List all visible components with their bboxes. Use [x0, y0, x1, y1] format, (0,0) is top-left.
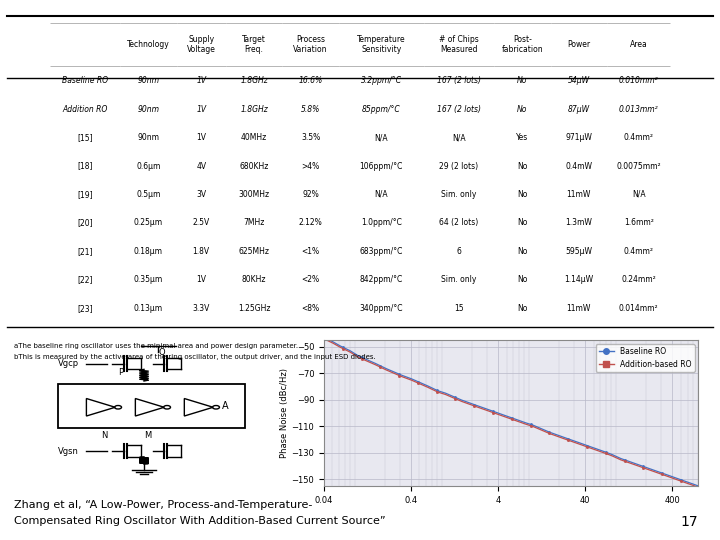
Text: Vgcp: Vgcp: [58, 359, 78, 368]
Text: aThe baseline ring oscillator uses the minimal area and power design parameter.: aThe baseline ring oscillator uses the m…: [14, 343, 299, 349]
Text: A: A: [222, 401, 228, 411]
Text: Vgsn: Vgsn: [58, 447, 78, 456]
Text: M: M: [144, 431, 151, 440]
Text: 17: 17: [681, 515, 698, 529]
Text: Q: Q: [158, 348, 165, 357]
Legend: Baseline RO, Addition-based RO: Baseline RO, Addition-based RO: [595, 344, 695, 372]
Text: P: P: [118, 368, 123, 377]
Text: bThis is measured by the active area of the ring oscillator, the output driver, : bThis is measured by the active area of …: [14, 354, 376, 360]
Text: Zhang et al, “A Low-Power, Process-and-Temperature-: Zhang et al, “A Low-Power, Process-and-T…: [14, 500, 312, 510]
Y-axis label: Phase Noise (dBc/Hz): Phase Noise (dBc/Hz): [279, 368, 289, 458]
Bar: [58, 384, 245, 428]
Text: Compensated Ring Oscillator With Addition-Based Current Source”: Compensated Ring Oscillator With Additio…: [14, 516, 386, 526]
Text: N: N: [101, 431, 107, 440]
